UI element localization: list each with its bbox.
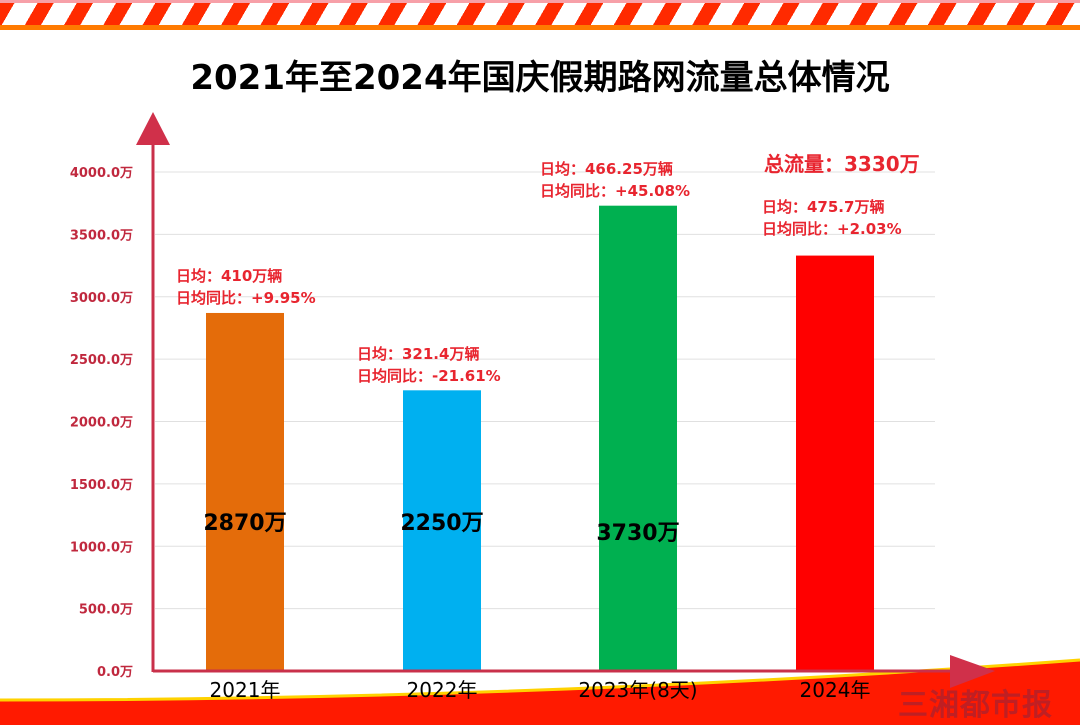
x-tick-label: 2021年 (210, 678, 281, 702)
y-tick-label: 3000.0万 (70, 291, 133, 306)
bar-2024年 (796, 255, 874, 671)
y-tick-label: 0.0万 (97, 665, 133, 680)
chart-title: 2021年至2024年国庆假期路网流量总体情况 (190, 58, 890, 98)
annotation-2021: 日均：410万辆 日均同比：+9.95% (176, 265, 316, 309)
y-tick-label: 2000.0万 (70, 416, 133, 431)
y-tick-label: 3500.0万 (70, 228, 133, 243)
y-axis-arrow-icon (136, 112, 170, 145)
y-tick-label: 1500.0万 (70, 478, 133, 493)
total-flow-label: 总流量：3330万 (764, 152, 920, 176)
x-tick-label: 2023年(8天) (578, 678, 697, 702)
data-label: 2870万 (203, 511, 286, 536)
data-label: 2250万 (400, 511, 483, 536)
daily-avg: 日均：410万辆 (176, 267, 283, 285)
daily-avg: 日均：475.7万辆 (762, 198, 885, 216)
x-tick-label: 2024年 (800, 678, 871, 702)
bar-2022年 (403, 390, 481, 671)
bar-2021年 (206, 312, 284, 671)
y-tick-label: 4000.0万 (70, 166, 133, 181)
daily-avg: 日均：321.4万辆 (357, 345, 480, 363)
daily-yoy: 日均同比：+45.08% (540, 182, 691, 200)
daily-yoy: 日均同比：+9.95% (176, 289, 316, 307)
y-tick-label: 1000.0万 (70, 540, 133, 555)
data-label: 3730万 (596, 521, 679, 546)
daily-yoy: 日均同比：+2.03% (762, 220, 902, 238)
y-tick-label: 2500.0万 (70, 353, 133, 368)
decorative-border (0, 0, 1080, 30)
daily-yoy: 日均同比：-21.61% (357, 367, 501, 385)
watermark-logo: 三湘都市报 (898, 688, 1053, 723)
annotation-2024: 日均：475.7万辆 日均同比：+2.03% (762, 196, 902, 240)
daily-avg: 日均：466.25万辆 (540, 160, 673, 178)
annotation-2023: 日均：466.25万辆 日均同比：+45.08% (540, 158, 690, 202)
x-tick-label: 2022年 (407, 678, 478, 702)
bar-2023年(8天) (599, 205, 677, 671)
annotation-2022: 日均：321.4万辆 日均同比：-21.61% (357, 343, 501, 387)
bottom-banner (0, 660, 1080, 725)
x-axis-arrow-icon (950, 655, 995, 688)
y-tick-label: 500.0万 (79, 603, 133, 618)
